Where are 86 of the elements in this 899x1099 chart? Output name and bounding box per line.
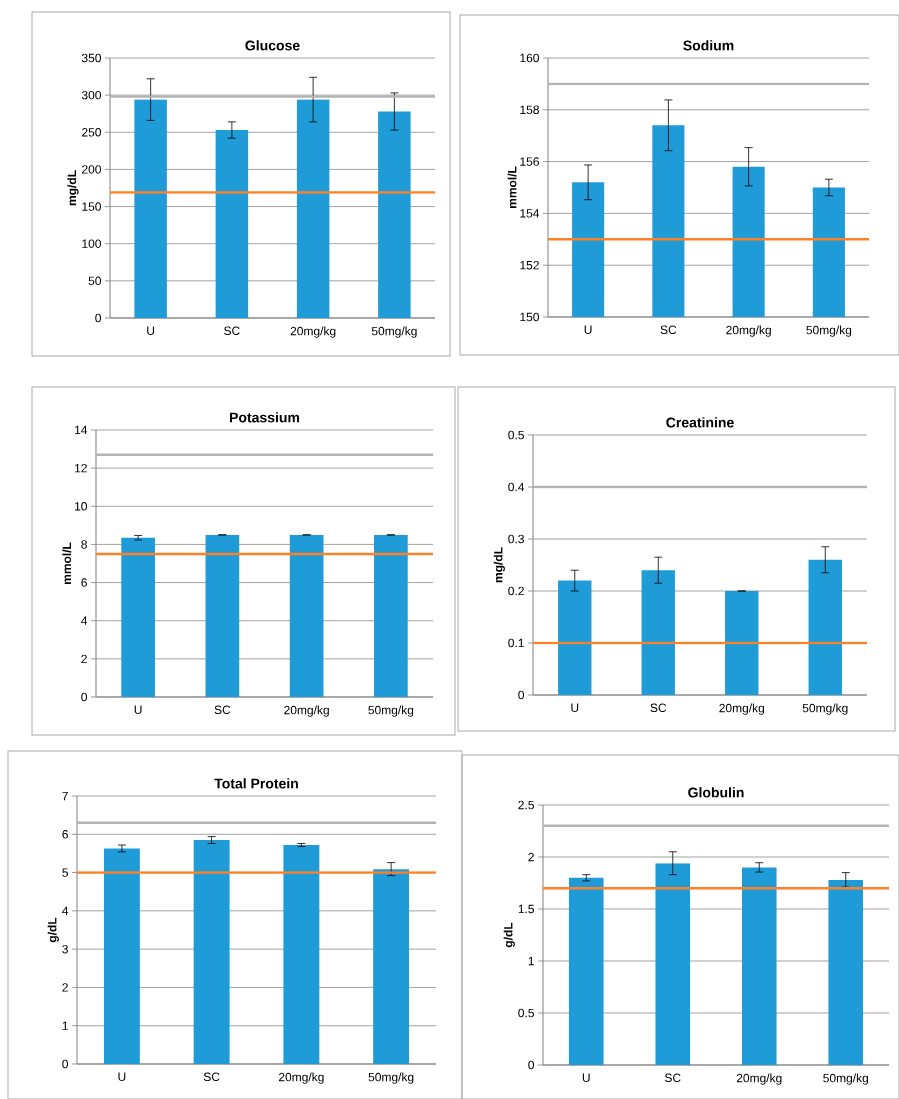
y-tick-label: 2	[62, 983, 68, 992]
x-tick-label: U	[571, 703, 579, 712]
y-tick-label: 0	[62, 1059, 68, 1069]
x-tick-label: 50mg/kg	[371, 326, 417, 338]
x-tick-label: 20mg/kg	[290, 326, 336, 338]
y-tick-label: 300	[81, 90, 101, 100]
x-tick-label: 50mg/kg	[368, 1072, 414, 1084]
y-axis-title: g/dL	[47, 917, 59, 943]
y-tick-label: 2	[81, 654, 87, 664]
y-tick-label: 150	[520, 312, 540, 322]
x-tick-label: U	[147, 326, 155, 335]
chart-title: Creatinine	[666, 417, 734, 428]
y-tick-label: 0	[95, 313, 102, 323]
bar	[373, 869, 410, 1064]
y-axis-title: mg/dL	[493, 547, 505, 583]
bar	[558, 580, 592, 695]
chart-title: Glucose	[245, 40, 300, 51]
x-tick-label: 20mg/kg	[736, 1073, 782, 1085]
x-tick-label: 50mg/kg	[823, 1073, 868, 1085]
y-tick-label: 100	[82, 239, 101, 248]
y-tick-label: 0.4	[508, 482, 525, 492]
y-tick-label: 0.1	[508, 638, 524, 648]
x-tick-label: SC	[214, 705, 231, 715]
y-tick-label: 0	[518, 690, 525, 700]
y-tick-label: 6	[81, 578, 87, 587]
y-tick-label: 3	[62, 944, 68, 954]
y-tick-label: 160	[520, 53, 540, 63]
y-tick-label: 156	[520, 157, 539, 166]
chart-title: Potassium	[230, 412, 300, 423]
y-tick-label: 6	[62, 830, 68, 839]
y-tick-label: 0.5	[508, 430, 524, 440]
bar	[193, 840, 230, 1064]
y-tick-label: 2.5	[518, 800, 534, 810]
y-tick-label: 0	[528, 1060, 535, 1070]
chart-title: Sodium	[683, 40, 734, 51]
x-tick-label: 50mg/kg	[806, 325, 852, 337]
y-tick-label: 12	[75, 463, 87, 473]
x-tick-label: U	[582, 1073, 590, 1082]
x-tick-label: SC	[224, 326, 240, 336]
y-tick-label: 0.3	[508, 534, 524, 544]
y-tick-label: 50	[88, 276, 101, 286]
chart-title: Globulin	[688, 787, 744, 798]
y-tick-label: 250	[82, 128, 101, 137]
chart-title: Total Protein	[214, 778, 298, 789]
x-tick-label: U	[584, 325, 592, 334]
bar	[283, 845, 320, 1064]
y-tick-label: 4	[62, 906, 69, 915]
x-tick-label: U	[134, 705, 142, 714]
bar	[808, 559, 842, 695]
y-tick-label: 1	[528, 956, 534, 966]
y-axis-title: mmol/L	[507, 166, 517, 209]
y-tick-label: 0.5	[518, 1008, 534, 1018]
x-tick-label: 20mg/kg	[719, 703, 764, 715]
x-tick-label: SC	[203, 1072, 220, 1082]
y-tick-label: 1.5	[518, 904, 534, 914]
y-tick-label: 154	[520, 209, 540, 218]
x-tick-label: 50mg/kg	[802, 703, 848, 715]
y-tick-label: 350	[81, 53, 101, 63]
y-tick-label: 0.2	[508, 586, 524, 596]
y-tick-label: 5	[62, 868, 68, 877]
y-tick-label: 1	[62, 1021, 68, 1030]
y-tick-label: 152	[520, 260, 539, 270]
y-tick-label: 150	[82, 202, 101, 211]
bar	[725, 591, 759, 695]
y-axis-title: mmol/L	[62, 542, 72, 585]
x-tick-label: U	[118, 1072, 126, 1081]
y-axis-title: g/dL	[503, 922, 515, 948]
x-tick-label: 20mg/kg	[726, 325, 771, 337]
x-tick-label: SC	[664, 1073, 681, 1083]
x-tick-label: 50mg/kg	[368, 705, 414, 717]
y-tick-label: 14	[75, 425, 88, 435]
y-tick-label: 4	[81, 616, 88, 625]
y-tick-label: 158	[520, 105, 539, 115]
y-tick-label: 10	[75, 502, 87, 511]
x-tick-label: 20mg/kg	[284, 705, 329, 717]
y-tick-label: 8	[81, 540, 87, 549]
x-tick-label: SC	[660, 325, 677, 335]
x-tick-label: SC	[650, 703, 667, 713]
y-tick-label: 2	[528, 852, 534, 862]
y-tick-label: 7	[62, 791, 68, 801]
bar	[641, 570, 675, 695]
y-tick-label: 0	[81, 692, 87, 702]
bar	[103, 848, 140, 1064]
x-tick-label: 20mg/kg	[278, 1072, 324, 1084]
y-axis-title: mg/dL	[67, 170, 79, 206]
y-tick-label: 200	[82, 165, 101, 174]
